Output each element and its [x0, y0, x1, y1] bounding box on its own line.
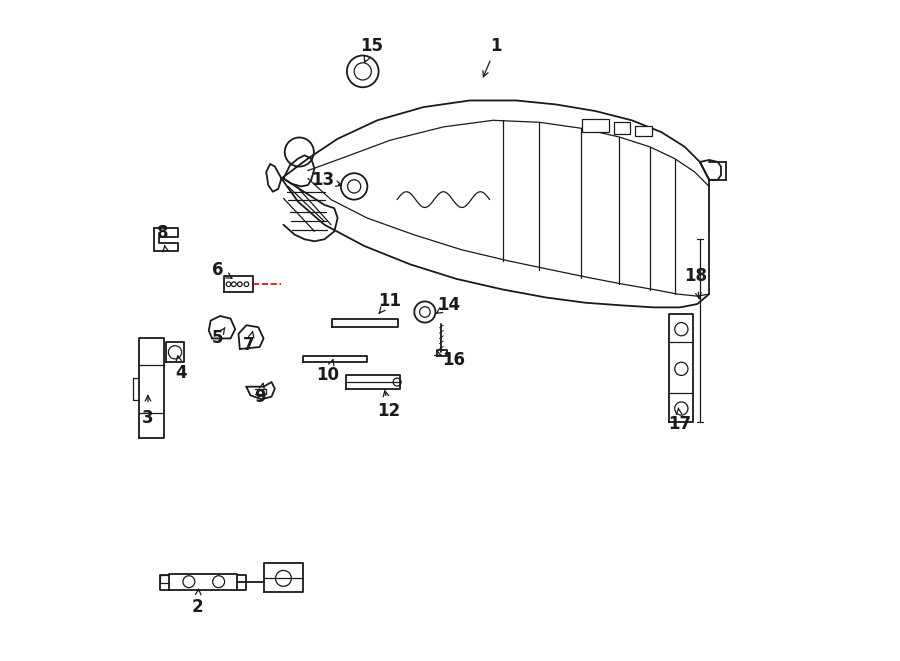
Text: 1: 1 — [491, 37, 502, 56]
Bar — [635, 126, 652, 136]
Text: 4: 4 — [176, 364, 187, 383]
Text: 16: 16 — [442, 351, 464, 369]
Bar — [614, 122, 631, 134]
Text: 17: 17 — [669, 415, 691, 434]
Text: 6: 6 — [212, 260, 223, 279]
Text: 10: 10 — [316, 366, 339, 385]
Text: 9: 9 — [254, 387, 266, 406]
Text: 12: 12 — [378, 402, 400, 420]
Text: 3: 3 — [142, 408, 154, 427]
Text: 13: 13 — [311, 171, 335, 189]
Text: 11: 11 — [378, 292, 400, 310]
Text: 5: 5 — [212, 329, 223, 348]
Text: 7: 7 — [243, 336, 255, 354]
Text: 2: 2 — [192, 598, 203, 616]
Text: 18: 18 — [684, 267, 707, 286]
Bar — [582, 119, 608, 132]
Text: 14: 14 — [437, 296, 460, 315]
Text: 15: 15 — [361, 37, 383, 56]
Text: 8: 8 — [157, 223, 168, 242]
